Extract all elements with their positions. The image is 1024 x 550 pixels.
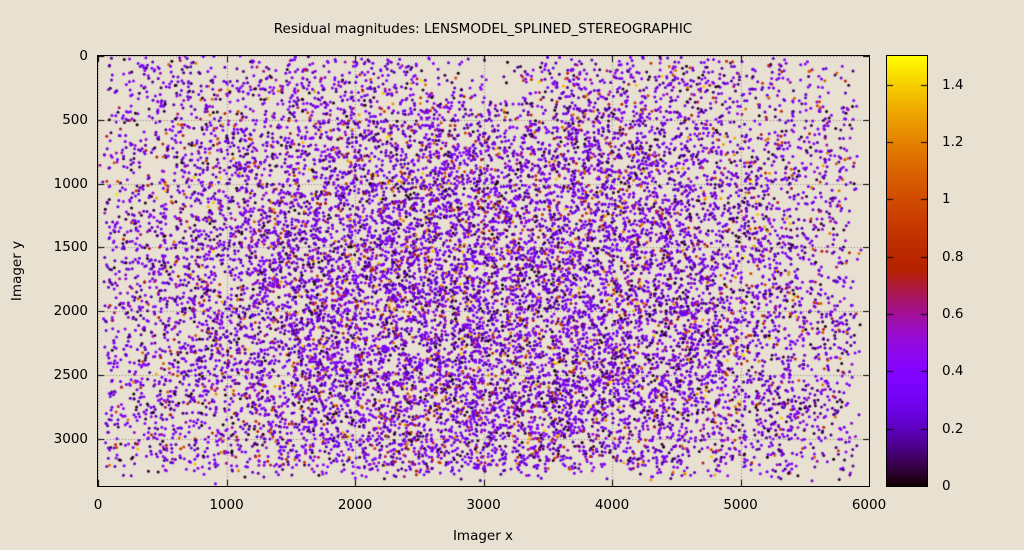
colorbar-tick-label: 0.8: [942, 248, 964, 265]
colorbar: [886, 55, 928, 487]
colorbar-tick-label: 1: [942, 191, 951, 208]
colorbar-canvas: [887, 56, 927, 486]
x-tick-label: 1000: [209, 497, 244, 513]
colorbar-tick-label: 0: [942, 478, 951, 494]
y-tick-label: 2500: [53, 366, 88, 383]
x-tick-label: 4000: [594, 497, 630, 513]
chart-title: Residual magnitudes: LENSMODEL_SPLINED_S…: [273, 21, 693, 37]
colorbar-tick-label: 0.2: [942, 420, 964, 437]
y-tick-label: 1000: [53, 175, 88, 192]
y-tick-label: 500: [62, 111, 88, 128]
y-tick-label: 2000: [53, 303, 88, 320]
y-tick-label: 0: [79, 48, 88, 64]
x-tick-label: 5000: [723, 497, 758, 513]
plot-area: [97, 55, 870, 487]
colorbar-tick-label: 0.6: [942, 306, 964, 322]
y-tick-label: 3000: [53, 430, 88, 447]
colorbar-tick-label: 1.2: [942, 134, 964, 150]
colorbar-tick-label: 0.4: [942, 363, 964, 380]
x-tick-label: 6000: [851, 497, 887, 513]
scatter-canvas: [98, 56, 869, 486]
x-tick-label: 2000: [337, 497, 373, 513]
x-tick-label: 0: [93, 497, 103, 513]
y-tick-label: 1500: [53, 239, 88, 256]
colorbar-tick-label: 1.4: [942, 76, 964, 93]
x-tick-label: 3000: [466, 497, 501, 513]
y-axis-label: Imager y: [9, 240, 25, 302]
x-axis-label: Imager x: [452, 528, 514, 544]
